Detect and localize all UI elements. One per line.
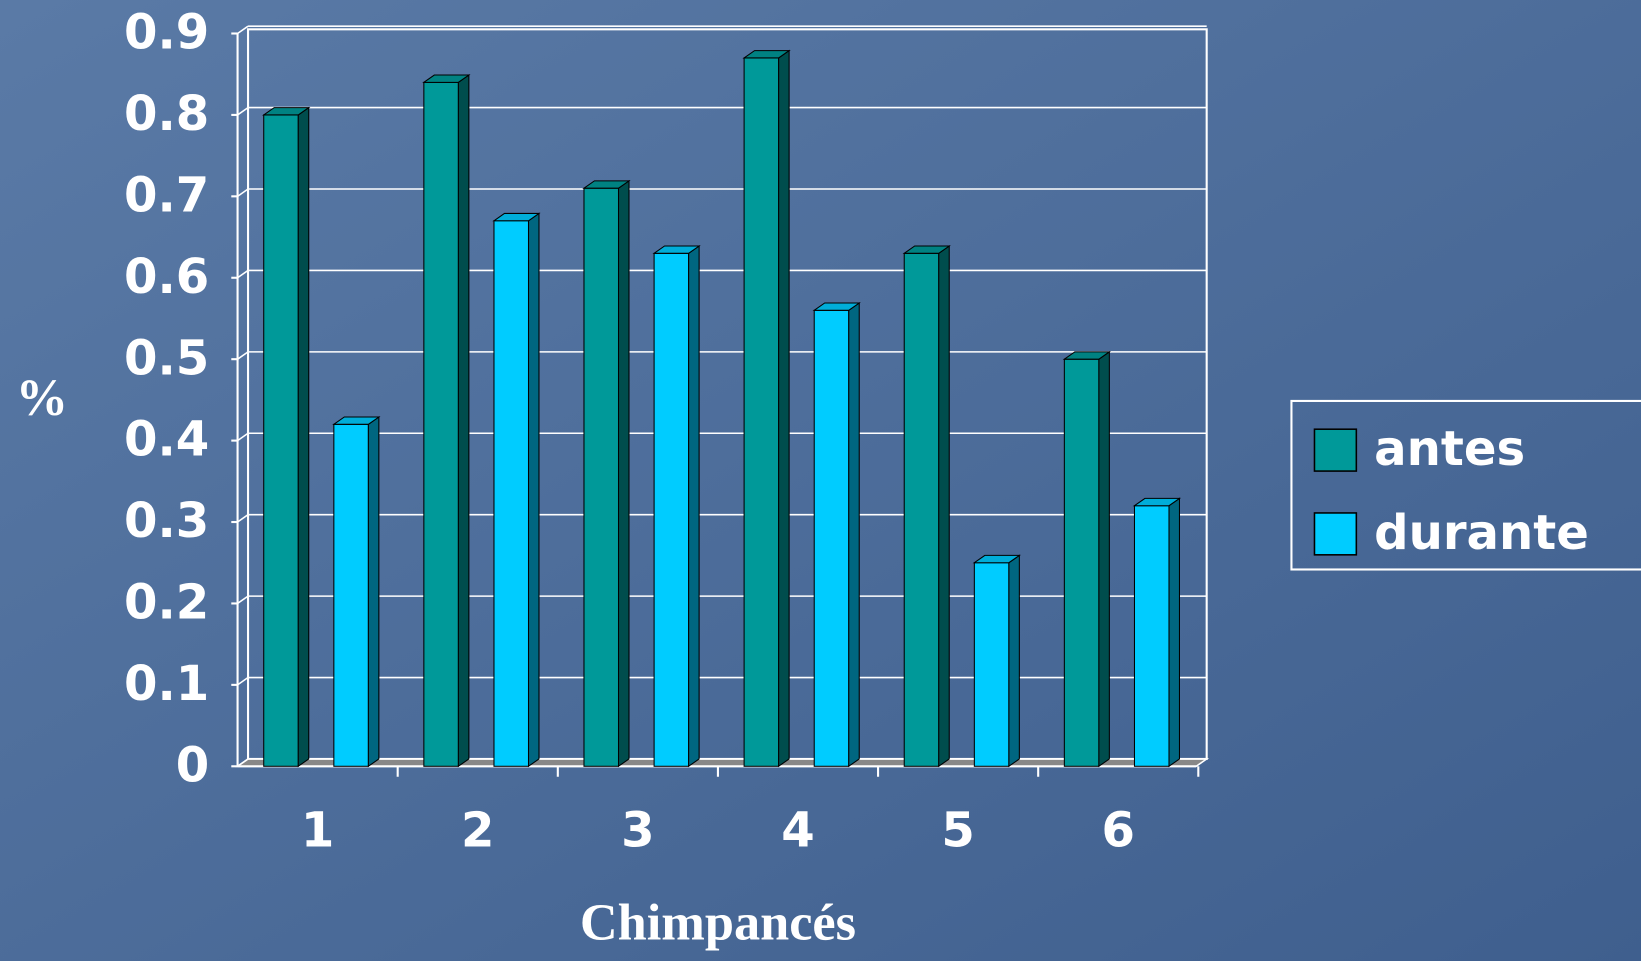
y-tick-label: 0.7: [124, 167, 209, 223]
y-tick-label: 0.6: [124, 249, 209, 305]
grid-line-side: [237, 269, 249, 279]
x-tick-label: 1: [301, 802, 334, 858]
x-tick-label: 5: [941, 802, 974, 858]
y-axis-label: %: [16, 369, 68, 427]
bar-top: [262, 107, 311, 116]
grid-line-side: [237, 676, 249, 686]
bar-front: [333, 423, 369, 767]
bar-side: [848, 301, 860, 768]
x-tick-label: 3: [621, 802, 654, 858]
bar: [742, 49, 791, 768]
bar-top: [492, 212, 541, 222]
bar: [1062, 350, 1112, 768]
x-axis-label: Chimpancés: [580, 894, 856, 952]
bar-front: [423, 81, 459, 767]
bar-front: [973, 562, 1010, 767]
bar-side: [297, 106, 310, 768]
bar-top: [332, 416, 381, 425]
y-tick-label: 0.8: [124, 86, 209, 142]
legend-label: durante: [1374, 505, 1589, 561]
bar-front: [1133, 505, 1170, 767]
bar-top: [1132, 497, 1182, 507]
bar: [972, 554, 1022, 768]
bar: [422, 74, 471, 768]
bar-side: [367, 415, 380, 768]
bar: [492, 212, 541, 768]
x-tick-label: 4: [781, 802, 814, 858]
grid-line-side: [237, 432, 249, 442]
bar-side: [457, 74, 470, 768]
y-tick-label: 0.9: [124, 5, 209, 61]
bar-side: [1008, 554, 1020, 768]
bar-front: [263, 114, 299, 767]
y-tick-label: 0: [176, 737, 209, 793]
y-tick-label: 0.5: [124, 330, 209, 386]
bar: [902, 245, 951, 768]
bar: [652, 245, 701, 768]
bar-side: [938, 245, 950, 768]
bar-top: [902, 245, 951, 254]
bar-front: [813, 309, 850, 767]
bar-top: [582, 180, 631, 189]
bar: [1132, 497, 1182, 768]
legend-swatch: [1313, 428, 1358, 472]
bar-front: [653, 252, 690, 767]
bar-front: [583, 187, 620, 767]
grid-line-side: [237, 106, 249, 116]
grid-line-side: [237, 351, 249, 360]
bar-side: [617, 179, 630, 768]
bar-side: [778, 49, 790, 768]
x-tick-label: 6: [1101, 802, 1134, 858]
legend-label: antes: [1374, 421, 1525, 477]
y-tick-label: 0.1: [124, 656, 209, 712]
bar-side: [1098, 350, 1110, 768]
bar-top: [422, 74, 471, 83]
floor: [235, 758, 1210, 768]
x-tick-label: 2: [461, 802, 494, 858]
bar-front: [743, 57, 780, 767]
grid-line-side: [237, 758, 249, 767]
y-tick-label: 0.4: [124, 412, 209, 468]
bar-top: [652, 245, 701, 254]
grid-line-side: [237, 595, 249, 605]
legend-swatch: [1313, 512, 1358, 556]
bar-side: [688, 245, 700, 768]
bar-top: [742, 50, 791, 59]
legend-box: [1290, 399, 1641, 571]
bar-top: [972, 554, 1022, 564]
bar-top: [812, 302, 861, 311]
grid-line-side: [237, 188, 249, 197]
bar-top: [1062, 351, 1112, 360]
bar: [262, 106, 311, 768]
y-tick-label: 0.2: [124, 575, 209, 631]
bar: [332, 415, 381, 768]
bar: [812, 301, 861, 768]
bar-side: [527, 212, 540, 768]
grid-line-side: [237, 25, 249, 35]
bar-front: [1063, 358, 1100, 767]
bar-front: [493, 220, 530, 767]
y-tick-label: 0.3: [124, 493, 209, 549]
grid-line-side: [237, 514, 249, 523]
bar-front: [903, 252, 940, 767]
bar: [582, 179, 631, 768]
bar-side: [1168, 497, 1180, 768]
